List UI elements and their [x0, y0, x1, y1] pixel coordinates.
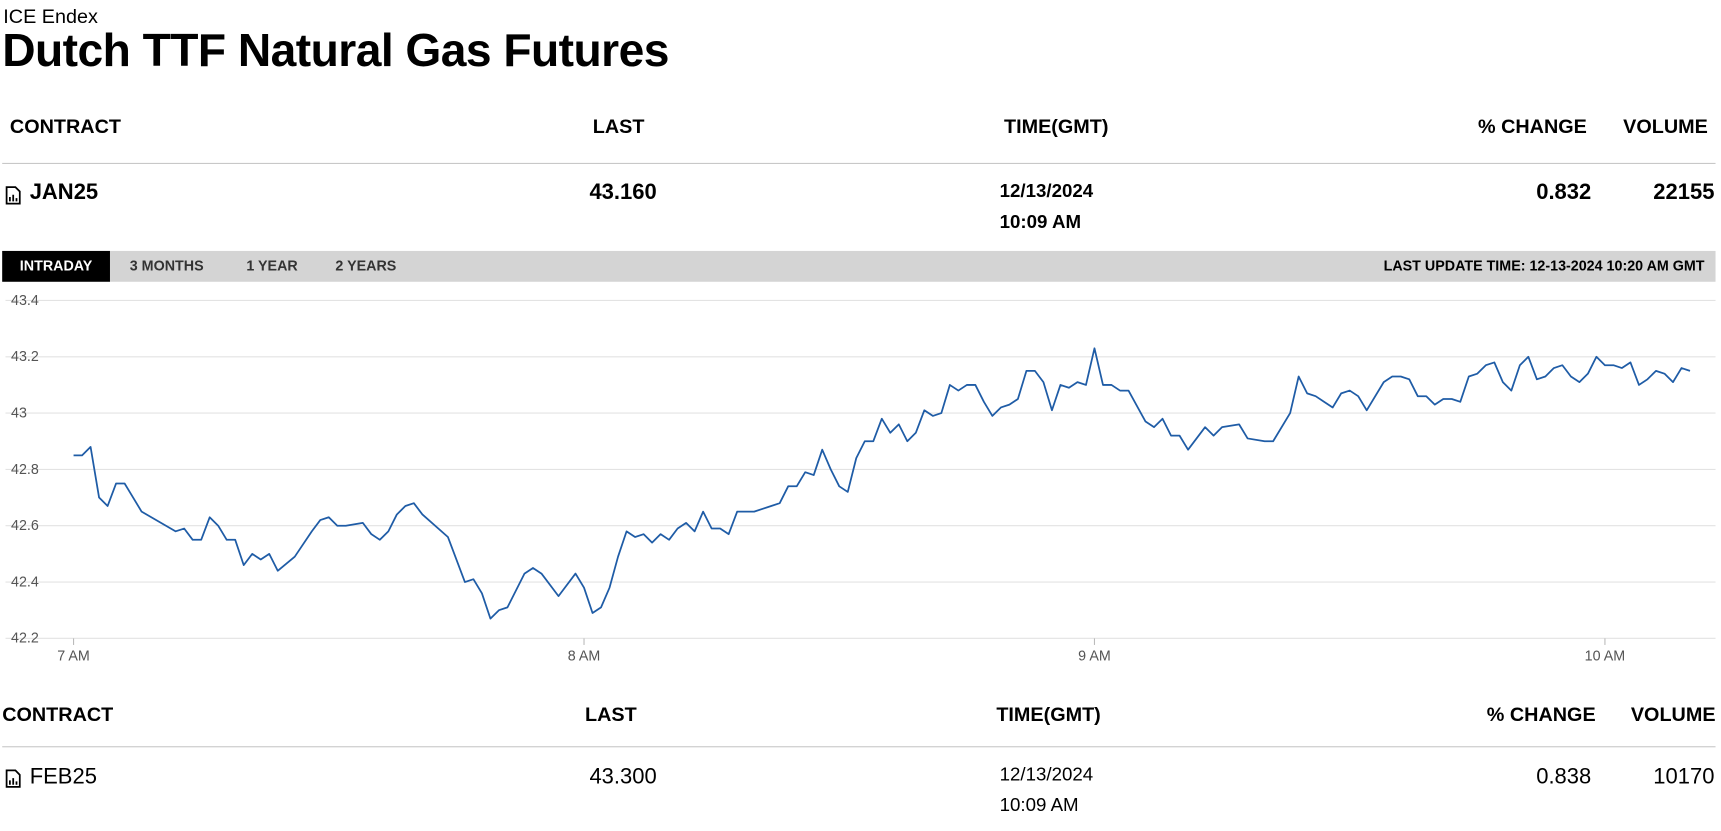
column-header: VOLUME [1623, 115, 1708, 138]
column-header: LAST [585, 703, 637, 726]
trade-time: 10:09 AM [999, 794, 1079, 816]
tab-bar: INTRADAY 3 MONTHS 1 YEAR 2 YEARS LAST UP… [2, 250, 1716, 282]
last-price: 43.300 [589, 764, 657, 790]
chart: 42.2 42.4 42.6 42.8 43 43.2 43.4 7 AM 8 AM 9 AM 10… [5, 293, 1716, 664]
contract-name[interactable]: JAN25 [29, 180, 99, 205]
x-tick-label: 9 AM [1078, 648, 1111, 664]
x-tick-label: 10 AM [1585, 648, 1626, 664]
y-tick-label: 42.2 [11, 631, 39, 647]
last-price: 43.160 [589, 180, 657, 205]
trade-date: 12/13/2024 [999, 763, 1094, 785]
divider [2, 746, 1716, 748]
exchange-name: ICE Endex [3, 5, 98, 28]
tab[interactable]: 2 YEARS [335, 257, 397, 275]
volume: 22155 [1653, 180, 1715, 205]
column-header: TIME(GMT) [1004, 115, 1109, 138]
column-header: CONTRACT [9, 115, 121, 138]
contract-icon [5, 186, 21, 205]
column-header: % CHANGE [1477, 115, 1587, 138]
y-tick-label: 43.2 [11, 349, 39, 365]
column-header: LAST [592, 115, 645, 138]
column-header: TIME(GMT) [996, 703, 1101, 726]
tab[interactable]: 1 YEAR [246, 257, 298, 275]
price-line [73, 347, 1691, 620]
trade-time: 10:09 AM [999, 211, 1082, 233]
contract-name[interactable]: FEB25 [29, 764, 97, 790]
tab[interactable]: INTRADAY [2, 250, 110, 282]
y-tick-label: 42.8 [11, 462, 39, 478]
y-tick-label: 42.4 [11, 574, 39, 590]
percent-change: 0.832 [1536, 180, 1592, 205]
last-update: LAST UPDATE TIME: 12-13-2024 10:20 AM GM… [1383, 257, 1705, 275]
column-header: CONTRACT [2, 703, 114, 726]
y-tick-label: 43 [11, 405, 27, 421]
tab[interactable]: 3 MONTHS [129, 257, 204, 275]
x-tick-label: 7 AM [57, 648, 90, 664]
volume: 10170 [1653, 764, 1715, 790]
contract-icon [5, 769, 21, 788]
column-header: % CHANGE [1486, 703, 1596, 726]
divider [2, 162, 1716, 164]
y-tick-label: 43.4 [11, 293, 39, 309]
column-header: VOLUME [1630, 703, 1716, 726]
page-title: Dutch TTF Natural Gas Futures [2, 24, 669, 76]
percent-change: 0.838 [1536, 764, 1592, 790]
x-tick-label: 8 AM [568, 648, 601, 664]
y-tick-label: 42.6 [11, 518, 39, 534]
trade-date: 12/13/2024 [999, 180, 1094, 202]
